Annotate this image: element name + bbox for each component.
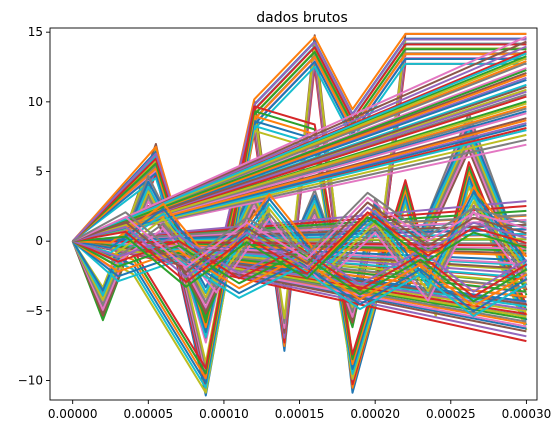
x-tick-label: 0.00020 (350, 407, 400, 421)
series-line (72, 191, 527, 264)
y-tick-label: −5 (25, 304, 43, 318)
x-axis: 0.00000 0.00005 0.00010 0.00015 0.00020 0.000… (48, 400, 551, 421)
series-line (72, 234, 527, 293)
series-line (72, 201, 527, 274)
series-layer (71, 32, 528, 397)
x-tick-label: 0.00010 (199, 407, 249, 421)
series-line (72, 52, 527, 243)
series-line (72, 239, 527, 298)
y-tick-label: 5 (35, 165, 43, 179)
x-tick-label: 0.00015 (275, 407, 325, 421)
y-tick-label: −10 (18, 373, 43, 387)
series-line (71, 43, 527, 319)
series-line (72, 48, 527, 324)
series-line (72, 211, 527, 283)
series-line (72, 216, 527, 288)
x-tick-label: 0.00030 (502, 407, 552, 421)
x-tick-label: 0.00000 (48, 407, 98, 421)
series-line (72, 240, 527, 318)
chart-title: dados brutos (256, 10, 348, 26)
series-line (71, 38, 527, 364)
series-line (72, 35, 527, 243)
series-line (71, 38, 527, 314)
plot-frame (49, 27, 538, 401)
y-tick-label: 0 (35, 234, 43, 248)
series-line (71, 32, 527, 320)
series-line (72, 240, 527, 303)
x-tick-label: 0.00005 (123, 407, 173, 421)
series-line (72, 206, 527, 278)
series-line (72, 53, 527, 329)
y-tick-label: 10 (28, 95, 43, 109)
series-line (72, 69, 527, 243)
x-tick-label: 0.00025 (426, 407, 476, 421)
series-line (72, 240, 527, 318)
y-axis: −10 −5 0 5 10 15 (18, 25, 50, 387)
series-line (72, 240, 527, 313)
y-tick-label: 15 (28, 25, 43, 39)
series-line (72, 196, 527, 269)
series-line (72, 240, 527, 308)
series-line (72, 102, 527, 243)
